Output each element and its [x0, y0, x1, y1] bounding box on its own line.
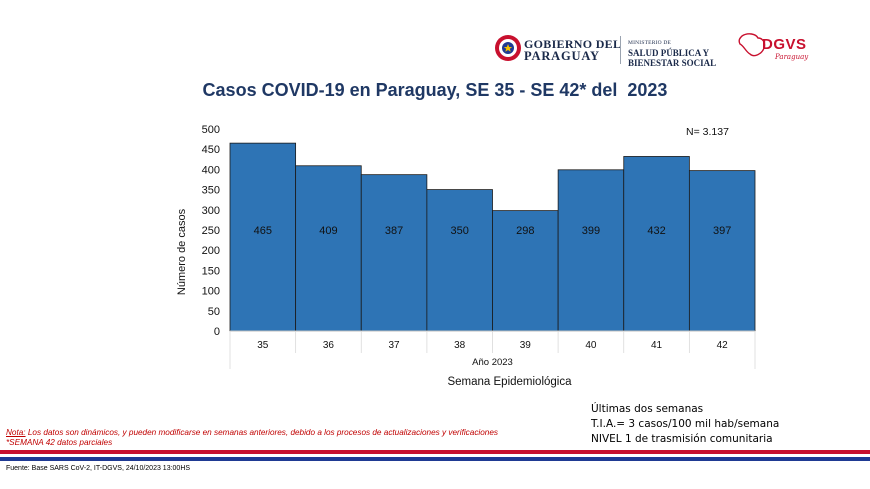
x-tick-label-35: 35	[257, 340, 269, 351]
dgvs-subtitle: Paraguay	[775, 53, 809, 61]
y-tick-label-150: 150	[202, 265, 220, 277]
x-tick-label-39: 39	[520, 340, 532, 351]
status-line2: T.I.A.= 3 casos/100 mil hab/semana	[591, 418, 780, 430]
y-tick-label-400: 400	[202, 164, 220, 176]
y-tick-label-500: 500	[202, 124, 220, 136]
status-line1: Últimas dos semanas	[591, 403, 704, 415]
y-tick-label-350: 350	[202, 185, 220, 197]
data-label-week-35: 465	[254, 225, 272, 237]
y-tick-label-100: 100	[202, 286, 220, 298]
bar-week-40	[557, 169, 625, 332]
x-tick-label-36: 36	[323, 340, 335, 351]
y-tick-label-0: 0	[214, 326, 220, 338]
data-label-week-41: 432	[647, 225, 665, 237]
bar-week-41	[623, 156, 690, 332]
footer-band-white	[0, 454, 870, 457]
y-tick-label-450: 450	[202, 144, 220, 156]
header-logos: GOBIERNO DEL PARAGUAY MINISTERIO DE SALU…	[490, 28, 830, 70]
bar-week-37	[360, 174, 428, 332]
data-label-week-42: 397	[713, 225, 731, 237]
y-tick-label-200: 200	[202, 245, 220, 257]
note-label: Nota:	[6, 428, 26, 437]
paraguay-seal-icon	[495, 35, 521, 61]
total-cases-annotation: N= 3.137	[686, 126, 729, 138]
logo-divider	[620, 36, 621, 64]
x-tick-label-37: 37	[389, 340, 401, 351]
data-label-week-37: 387	[385, 225, 403, 237]
gov-line1: GOBIERNO DEL	[524, 37, 622, 51]
note-text: Los datos son dinámicos, y pueden modifi…	[25, 428, 498, 437]
x-tick-label-38: 38	[454, 340, 466, 351]
bar-week-42	[688, 170, 756, 332]
y-axis-label: Número de casos	[176, 208, 188, 295]
government-logo-text: GOBIERNO DEL PARAGUAY	[524, 38, 621, 62]
x-tick-label-40: 40	[585, 340, 597, 351]
x-tick-label-41: 41	[651, 340, 663, 351]
bar-week-35	[229, 142, 297, 332]
bar-week-38	[426, 189, 493, 332]
paraguay-map-icon	[738, 33, 766, 57]
transmission-status: Últimas dos semanas T.I.A.= 3 casos/100 …	[591, 402, 779, 447]
data-label-week-39: 298	[516, 225, 534, 237]
source-text: Fuente: Base SARS CoV-2, IT-DGVS, 24/10/…	[6, 465, 191, 472]
bar-week-36	[295, 165, 362, 332]
data-label-week-36: 409	[319, 225, 337, 237]
y-tick-label-50: 50	[208, 306, 220, 318]
x-axis-label: Semana Epidemiológica	[447, 376, 572, 388]
chart-title: Casos COVID-19 en Paraguay, SE 35 - SE 4…	[202, 80, 668, 100]
y-tick-label-250: 250	[202, 225, 220, 237]
footer-band-red	[0, 450, 870, 454]
gov-line2: PARAGUAY	[524, 49, 600, 63]
data-label-week-40: 399	[582, 225, 600, 237]
dynamic-data-note: Nota: Los datos son dinámicos, y pueden …	[6, 428, 498, 438]
data-label-week-38: 350	[451, 225, 469, 237]
dgvs-logo: DGVS	[762, 36, 807, 53]
data-notes: Nota: Los datos son dinámicos, y pueden …	[6, 428, 498, 448]
y-tick-label-300: 300	[202, 205, 220, 217]
footer-band-blue	[0, 457, 870, 461]
status-line3: NIVEL 1 de trasmisión comunitaria	[591, 433, 773, 445]
ministry-line3: BIENESTAR SOCIAL	[628, 58, 717, 68]
ministry-logo-text: MINISTERIO DE SALUD PÚBLICA Y BIENESTAR …	[628, 38, 716, 68]
x-tick-label-42: 42	[717, 340, 729, 351]
ministry-line2: SALUD PÚBLICA Y	[628, 48, 710, 58]
x-group-label: Año 2023	[472, 357, 513, 368]
partial-week-note: *SEMANA 42 datos parciales	[6, 438, 113, 447]
ministry-line1: MINISTERIO DE	[628, 40, 672, 46]
